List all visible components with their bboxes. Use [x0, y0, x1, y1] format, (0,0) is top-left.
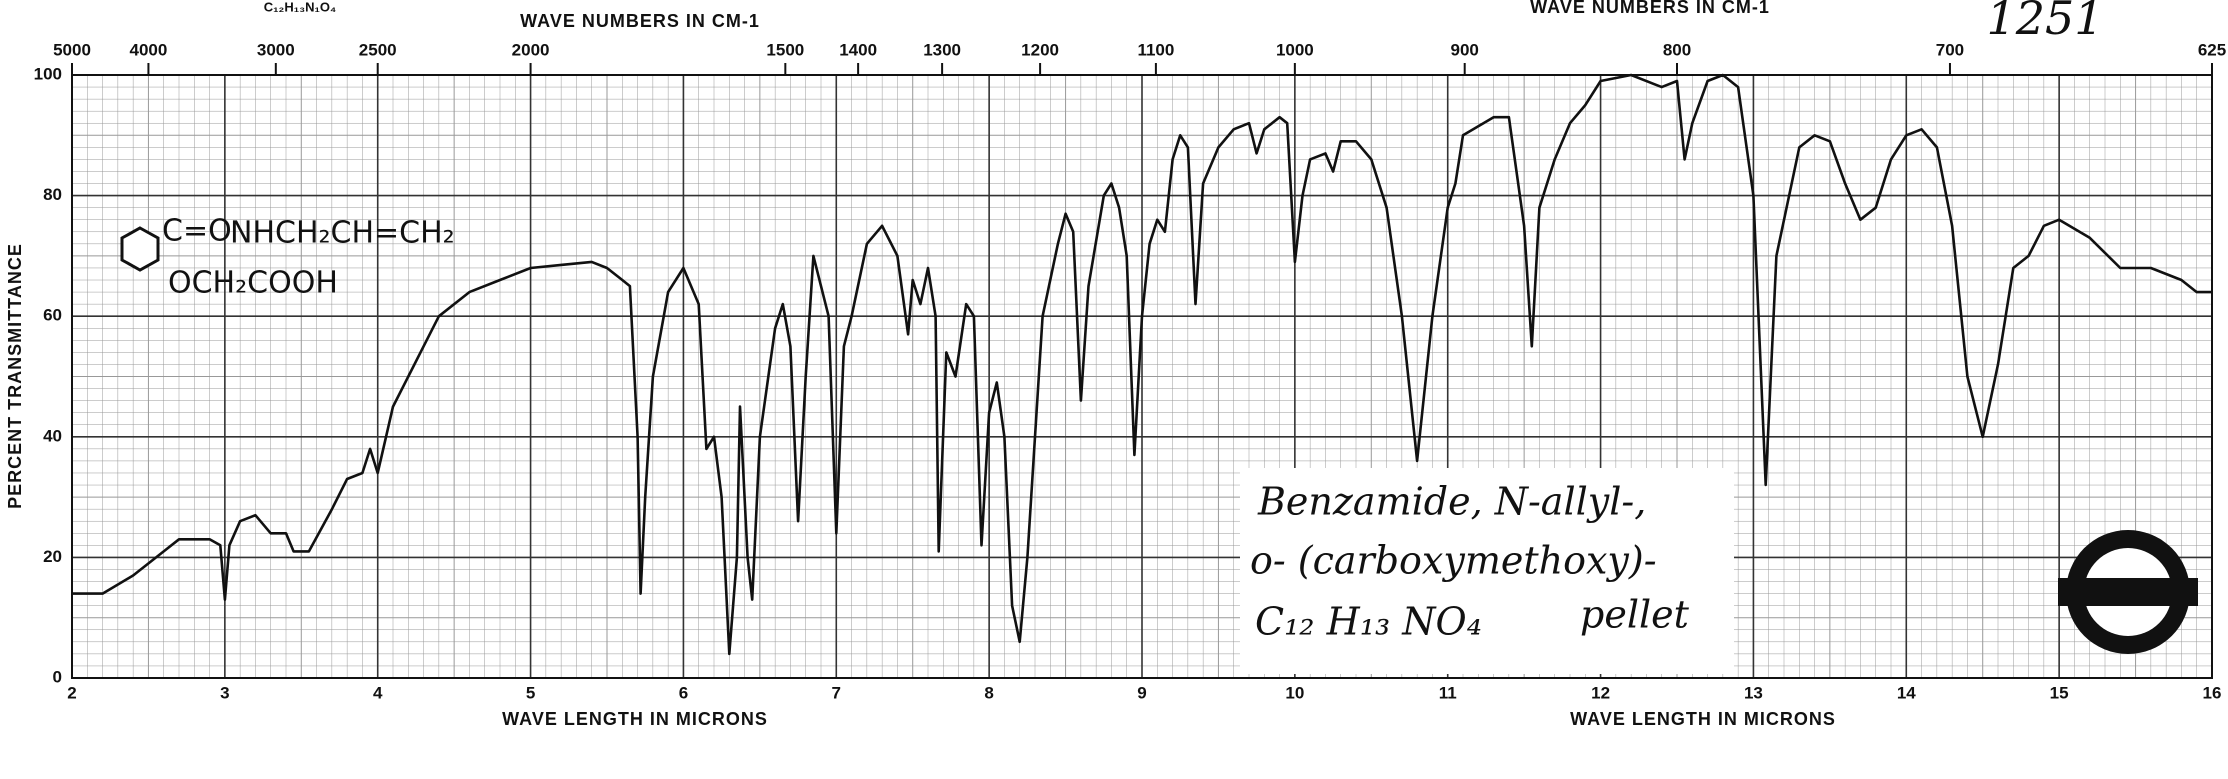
structure-text: NHCH₂CH=CH₂ [230, 216, 455, 251]
x-tick-label: 12 [1591, 683, 1610, 702]
y-tick-label: 0 [53, 667, 62, 686]
x2-axis-title: WAVE NUMBERS IN CM-1 [520, 11, 760, 31]
benzene-ring [120, 226, 160, 272]
annotation-bg [1240, 468, 1734, 674]
y-tick-label: 60 [43, 306, 62, 325]
y-tick-label: 80 [43, 185, 62, 204]
x2-tick-label: 800 [1663, 40, 1691, 59]
x2-tick-label: 5000 [53, 40, 91, 59]
x2-tick-label: 3000 [257, 40, 295, 59]
x2-tick-label: 1100 [1137, 40, 1174, 59]
x2-tick-label: 700 [1936, 40, 1964, 59]
grid [71, 74, 2213, 679]
x-tick-label: 14 [1897, 683, 1916, 702]
x-tick-label: 3 [220, 683, 229, 702]
x2-tick-label: 1400 [839, 40, 877, 59]
x2-tick-label: 625 [2198, 40, 2226, 59]
x2-axis-title: WAVE NUMBERS IN CM-1 [1530, 0, 1770, 17]
x2-tick-label: 2000 [512, 40, 550, 59]
x2-tick-label: 1000 [1276, 40, 1314, 59]
y-tick-label: 40 [43, 426, 62, 445]
annotation-text: C₁₂ H₁₃ NO₄ [1255, 600, 1482, 644]
structure: C=O NHCH₂CH=CH₂ OCH₂COOH [120, 214, 455, 301]
x2-tick-label: 1200 [1021, 40, 1059, 59]
logo-band [2058, 578, 2198, 606]
plot-frame [71, 74, 2213, 679]
x-tick-label: 2 [67, 683, 76, 702]
x-tick-label: 11 [1439, 683, 1457, 702]
y-axis-title: PERCENT TRANSMITTANCE [5, 243, 25, 509]
annotation-text: pellet [1580, 593, 1690, 637]
x-tick-label: 5 [526, 683, 535, 702]
y-tick-label: 20 [43, 547, 62, 566]
x2-tick-label: 1300 [923, 40, 961, 59]
x-tick-label: 10 [1285, 683, 1304, 702]
annotation: Benzamide, N-allyl-, o- (carboxymethoxy)… [1240, 468, 1734, 674]
x2-tick-label: 4000 [130, 40, 168, 59]
x2-tick-label: 1500 [766, 40, 804, 59]
catalog-number: 1251 [1986, 0, 2103, 45]
x-tick-label: 8 [984, 683, 993, 702]
x-tick-label: 7 [832, 683, 841, 702]
y-tick-label: 100 [34, 64, 62, 83]
annotation-text: o- (carboxymethoxy)- [1250, 539, 1657, 583]
x-tick-label: 16 [2203, 683, 2222, 702]
x-tick-label: 15 [2050, 683, 2069, 702]
x-tick-label: 6 [679, 683, 688, 702]
structure-text: C=O [162, 214, 232, 249]
x2-tick-label: 900 [1451, 40, 1479, 59]
x-axis-title: WAVE LENGTH IN MICRONS [502, 709, 768, 729]
logo [2058, 530, 2198, 654]
x-tick-label: 9 [1137, 683, 1146, 702]
formula: C₁₂H₁₃N₁O₄ [264, 0, 336, 14]
annotation-text: Benzamide, N-allyl-, [1257, 480, 1646, 524]
structure-text: OCH₂COOH [168, 266, 338, 301]
x-tick-label: 13 [1744, 683, 1763, 702]
x-tick-label: 4 [373, 683, 383, 702]
x2-tick-label: 2500 [359, 40, 397, 59]
x-axis-title: WAVE LENGTH IN MICRONS [1570, 709, 1836, 729]
spectrum-line [72, 73, 2212, 656]
